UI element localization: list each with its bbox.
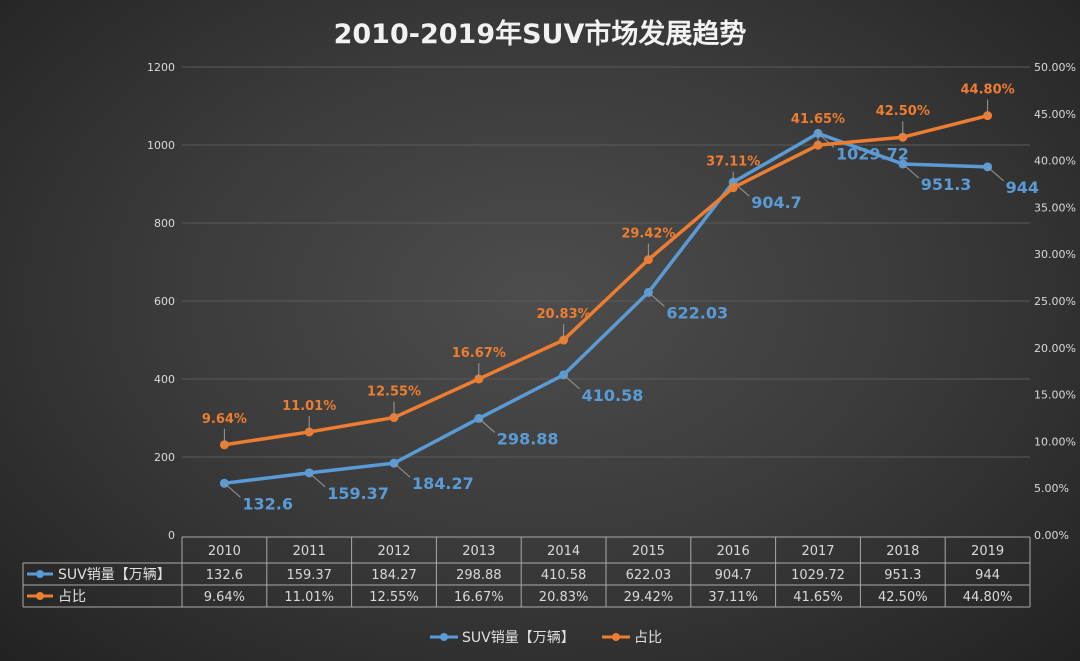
y-right-tick-label: 25.00% (1034, 295, 1076, 308)
data-label: 9.64% (202, 412, 247, 427)
data-label: 16.67% (452, 346, 506, 361)
data-label: 298.88 (497, 429, 559, 448)
data-label: 12.55% (367, 385, 421, 400)
legend-label: SUV销量【万辆】 (462, 630, 575, 646)
y-left-tick-label: 800 (154, 217, 175, 230)
table-cell: 37.11% (708, 590, 758, 605)
data-label: 132.6 (242, 494, 293, 513)
table-cell: 904.7 (715, 568, 752, 583)
y-right-tick-label: 20.00% (1034, 342, 1076, 355)
y-left-tick-label: 600 (154, 295, 175, 308)
data-label: 41.65% (791, 112, 845, 127)
table-cell: 410.58 (541, 568, 587, 583)
x-tick-label: 2013 (462, 544, 495, 559)
leader-line (478, 418, 496, 433)
table-cell: 132.6 (206, 568, 243, 583)
data-label: 410.58 (582, 386, 644, 405)
data-label: 904.7 (751, 193, 802, 212)
table-series-name: SUV销量【万辆】 (58, 567, 171, 583)
table-cell: 12.55% (369, 590, 419, 605)
table-cell: 42.50% (878, 590, 928, 605)
x-tick-label: 2014 (547, 544, 580, 559)
y-left-tick-label: 400 (154, 373, 175, 386)
table-cell: 16.67% (454, 590, 504, 605)
y-right-tick-label: 15.00% (1034, 389, 1076, 402)
legend-marker (440, 633, 448, 641)
data-label: 951.3 (921, 175, 972, 194)
leader-line (393, 462, 411, 478)
leader-line (308, 472, 326, 488)
y-right-tick-label: 30.00% (1034, 248, 1076, 261)
leader-line (648, 292, 665, 307)
leader-line (224, 482, 241, 498)
data-label: 159.37 (327, 484, 389, 503)
table-cell: 11.01% (284, 590, 334, 605)
y-right-tick-label: 40.00% (1034, 155, 1076, 168)
x-tick-label: 2010 (208, 544, 241, 559)
leader-line (563, 374, 580, 390)
table-cell: 951.3 (884, 568, 921, 583)
table-cell: 20.83% (539, 590, 589, 605)
table-cell: 298.88 (456, 568, 502, 583)
table-cell: 29.42% (624, 590, 674, 605)
y-right-tick-label: 50.00% (1034, 61, 1076, 74)
table-series-name: 占比 (58, 589, 86, 605)
x-tick-label: 2017 (801, 544, 834, 559)
leader-line (902, 163, 920, 179)
table-cell: 1029.72 (791, 568, 845, 583)
legend-label: 占比 (634, 630, 662, 646)
y-left-tick-label: 1200 (147, 61, 175, 74)
data-label: 1029.72 (836, 144, 909, 163)
x-tick-label: 2015 (632, 544, 665, 559)
table-legend-marker (36, 592, 44, 600)
table-cell: 944 (975, 568, 1000, 583)
y-right-tick-label: 0.00% (1034, 529, 1069, 542)
table-cell: 41.65% (793, 590, 843, 605)
x-tick-label: 2011 (293, 544, 326, 559)
table-legend-marker (36, 570, 44, 578)
y-left-tick-label: 0 (168, 529, 175, 542)
y-left-tick-label: 200 (154, 451, 175, 464)
y-left-tick-label: 1000 (147, 139, 175, 152)
chart-title: 2010-2019年SUV市场发展趋势 (333, 19, 747, 50)
leader-line (987, 166, 1004, 182)
data-label: 42.50% (876, 104, 930, 119)
table-cell: 44.80% (963, 590, 1013, 605)
data-label: 20.83% (537, 307, 591, 322)
x-tick-label: 2019 (971, 544, 1004, 559)
data-label: 11.01% (282, 399, 336, 414)
series-line-share (224, 113, 989, 447)
table-cell: 184.27 (371, 568, 417, 583)
table-cell: 159.37 (286, 568, 332, 583)
table-cell: 9.64% (204, 590, 245, 605)
x-tick-label: 2018 (886, 544, 919, 559)
legend-marker (612, 633, 620, 641)
x-tick-label: 2012 (377, 544, 410, 559)
data-label: 944 (1006, 178, 1039, 197)
data-label: 29.42% (621, 227, 675, 242)
y-right-tick-label: 5.00% (1034, 482, 1069, 495)
y-right-tick-label: 45.00% (1034, 108, 1076, 121)
data-label: 37.11% (706, 155, 760, 170)
x-tick-label: 2016 (717, 544, 750, 559)
data-label: 184.27 (412, 474, 474, 493)
y-right-tick-label: 35.00% (1034, 201, 1076, 214)
data-label: 44.80% (961, 83, 1015, 98)
data-label: 622.03 (666, 303, 728, 322)
table-cell: 622.03 (626, 568, 672, 583)
series-line-sales (224, 131, 988, 486)
y-right-tick-label: 10.00% (1034, 435, 1076, 448)
